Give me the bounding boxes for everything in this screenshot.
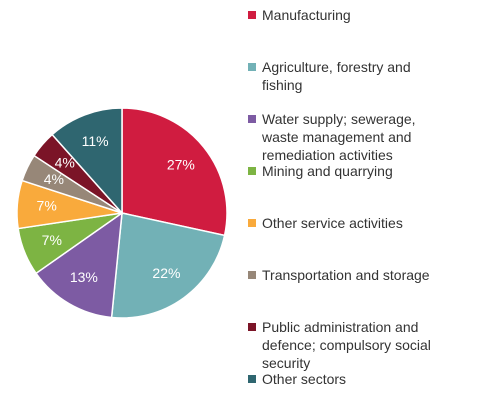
legend-label: Transportation and storage (262, 267, 430, 283)
legend-label: Other service activities (262, 215, 403, 231)
data-label: 11% (82, 133, 109, 149)
legend-label: Public administration and defence; compu… (262, 319, 431, 371)
legend-item: Manufacturing (248, 6, 438, 24)
legend-swatch (248, 63, 256, 71)
legend-item: Agriculture, forestry and fishing (248, 58, 438, 94)
legend-swatch (248, 271, 256, 279)
pie-slice (110, 212, 226, 319)
legend-label: Agriculture, forestry and fishing (262, 59, 411, 93)
legend-label: Water supply; sewerage, waste management… (262, 111, 416, 163)
data-label: 7% (37, 197, 57, 213)
legend-item: Other service activities (248, 214, 438, 232)
legend-swatch (248, 323, 256, 331)
pie-slice (121, 107, 228, 237)
legend-label: Other sectors (262, 371, 347, 387)
legend-item: Transportation and storage (248, 266, 438, 284)
pie-slice (51, 107, 123, 215)
data-label: 4% (55, 154, 75, 170)
data-label: 27% (167, 156, 195, 172)
legend-label: Manufacturing (262, 7, 351, 23)
data-label: 22% (152, 265, 180, 281)
legend-swatch (248, 375, 256, 383)
legend-swatch (248, 219, 256, 227)
legend-item: Mining and quarrying (248, 162, 438, 180)
pie: 27% 22% 13% 7% 7% 4%4% 11% (16, 107, 228, 319)
legend-swatch (248, 11, 256, 19)
legend-item: Water supply; sewerage, waste management… (248, 110, 438, 164)
legend-swatch (248, 115, 256, 123)
pie-slice (34, 211, 123, 319)
data-label: 13% (70, 269, 98, 285)
legend-item: Other sectors (248, 370, 438, 388)
data-label: 4% (44, 171, 64, 187)
data-label: 7% (42, 232, 62, 248)
legend-label: Mining and quarrying (262, 163, 393, 179)
legend-swatch (248, 167, 256, 175)
legend-item: Public administration and defence; compu… (248, 318, 438, 372)
